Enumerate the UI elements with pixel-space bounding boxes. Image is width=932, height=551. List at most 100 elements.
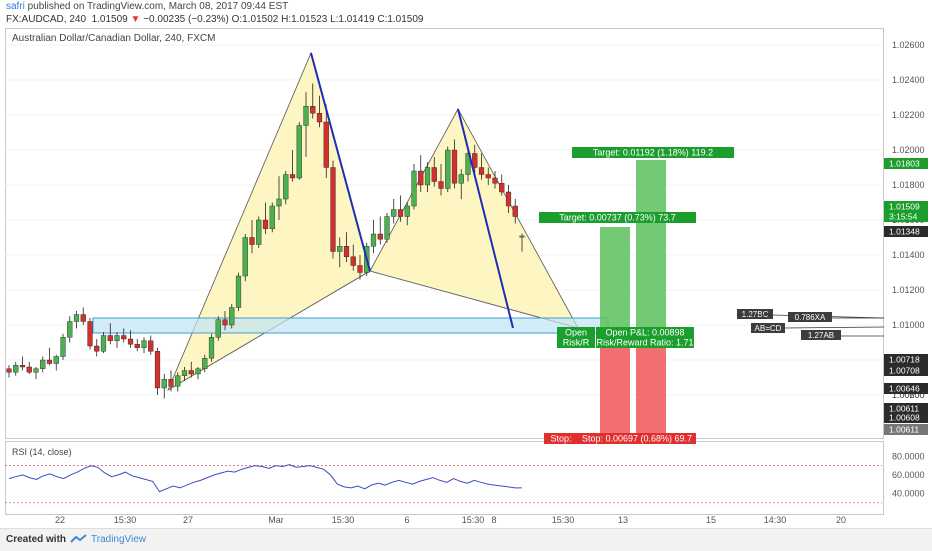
candle-body [235, 275, 242, 308]
candle-body [127, 338, 134, 345]
price-axis-label: 1.01348 [884, 226, 928, 237]
candle [215, 316, 221, 341]
target-label-1: Target: 0.00737 (0.73%) 73.7 [539, 212, 696, 223]
candle [505, 185, 512, 213]
position-stop-zone [636, 336, 666, 437]
rsi-tick-label: 60.0000 [892, 470, 925, 480]
candle-body [276, 198, 282, 207]
candle [148, 335, 154, 355]
candle [141, 337, 147, 353]
candle [222, 311, 228, 331]
candle [296, 122, 302, 180]
price-axis-label: 1.01803 [884, 158, 928, 169]
candle [181, 367, 188, 381]
candle [323, 104, 329, 178]
symbol-label: FX:AUDCAD, 240 [6, 14, 87, 25]
candle-body [33, 368, 39, 373]
price-axis-label-bg [884, 365, 928, 376]
chart-title: Australian Dollar/Canadian Dollar, 240, … [12, 33, 216, 44]
candle [350, 244, 356, 271]
candle-body [249, 237, 255, 245]
candle-body [242, 237, 248, 277]
candle-body [310, 106, 316, 114]
candle-body [53, 356, 59, 364]
candle [303, 92, 309, 157]
candle [208, 333, 215, 362]
price-axis-label-text: 1.00611 [889, 425, 919, 435]
candle [256, 216, 262, 248]
candle [60, 333, 66, 360]
candle-body [391, 209, 397, 217]
candle [472, 144, 478, 175]
ohlc-close: C:1.01509 [377, 14, 424, 25]
x-tick-label: 27 [183, 515, 193, 525]
fib-label: 1.27BC [737, 309, 773, 319]
x-tick-label: 6 [404, 515, 409, 525]
tradingview-link[interactable]: TradingView [91, 534, 147, 545]
candle [175, 372, 181, 392]
candle [188, 361, 194, 378]
chart-canvas[interactable]: 1.026001.024001.022001.020001.018001.016… [0, 0, 932, 528]
fib-label: 1.27AB [801, 330, 841, 340]
candle-body [499, 183, 505, 193]
author-link[interactable]: safri [6, 1, 25, 12]
candle-body [431, 167, 437, 182]
candle [100, 332, 107, 353]
symbol-line: FX:AUDCAD, 240 1.01509 ▼ −0.00235 (−0.23… [6, 14, 424, 25]
candle [73, 311, 80, 329]
candle [40, 356, 46, 373]
candle-body [357, 265, 363, 273]
prz-zone [92, 317, 609, 334]
y-tick-label: 1.01400 [892, 250, 925, 260]
candle-body [343, 246, 350, 257]
price-axis-label-text: 1.00608 [889, 413, 920, 423]
position-target-zone [600, 227, 630, 328]
candle [316, 95, 323, 128]
candle-body [141, 340, 147, 348]
price-axis-label: 1.00708 [884, 365, 928, 376]
ohlc-high: H:1.01523 [281, 14, 328, 25]
x-tick-label: 13 [618, 515, 628, 525]
pnl-label-1: Open [557, 327, 595, 338]
candle [94, 339, 100, 357]
position-stop-zone [600, 336, 630, 437]
candle-body [121, 335, 127, 340]
price-axis-label: 1.00718 [884, 354, 928, 365]
candle [424, 162, 431, 192]
candle-body [222, 319, 228, 326]
candle-body [40, 359, 46, 369]
candle [276, 176, 282, 220]
price-axis-label-text: 1.00611 [889, 404, 919, 414]
candle [519, 233, 525, 252]
candle-body [67, 321, 73, 338]
footer: Created with TradingView [0, 528, 932, 551]
fib-label: AB=CD [751, 323, 785, 333]
candle-body [478, 167, 485, 175]
candle-body [269, 205, 275, 229]
candle [357, 255, 363, 280]
candle [134, 339, 140, 352]
candle-body [181, 370, 188, 376]
fib-label-text: 1.27AB [808, 331, 834, 340]
candle [249, 220, 255, 254]
pnl-label-1-text: Open [565, 328, 587, 338]
candle-body [505, 191, 512, 207]
candle-body [134, 344, 140, 348]
candle-body [337, 246, 343, 252]
candle-body [175, 375, 181, 387]
candle [168, 370, 174, 392]
candle-body [445, 149, 451, 189]
candle [485, 167, 491, 185]
created-with-label: Created with [6, 534, 67, 545]
candle [492, 171, 498, 189]
y-tick-label: 1.02400 [892, 75, 925, 85]
price-axis-label-text: 1.00646 [889, 384, 920, 394]
y-tick-label: 1.01800 [892, 180, 925, 190]
candle-body [114, 335, 120, 341]
candle-body [316, 113, 323, 123]
fib-line [784, 326, 885, 329]
candle-body [404, 205, 410, 217]
candle-body [350, 256, 356, 266]
x-tick-label: 15:30 [114, 515, 137, 525]
candle-body [303, 106, 309, 126]
